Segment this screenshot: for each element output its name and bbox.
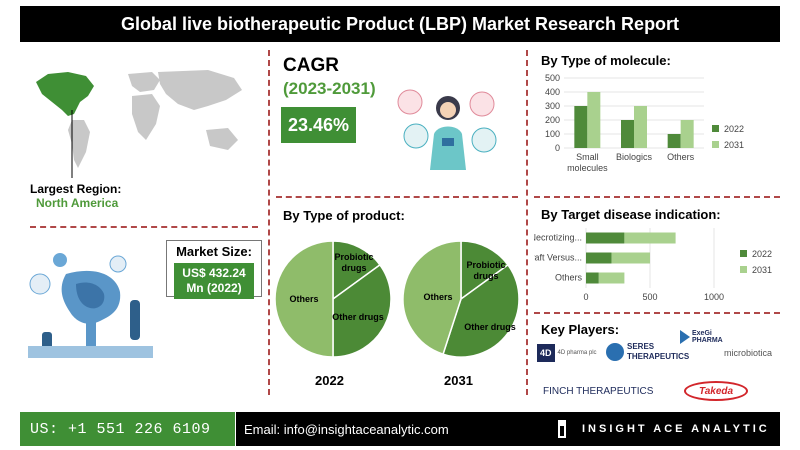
divider (534, 312, 780, 314)
player-name: Takeda (698, 385, 734, 397)
bar (598, 272, 625, 284)
pie-label: Other drugs (464, 322, 516, 332)
product-section-title: By Type of product: (283, 208, 405, 223)
scientist-illustration (397, 89, 497, 170)
legend-label: 2031 (724, 140, 744, 150)
y-tick-label: Others (555, 273, 583, 283)
player-name: 4D pharma plc (557, 350, 597, 356)
y-tick-label: 0 (555, 143, 560, 153)
pie-label: Probiotic (466, 260, 505, 270)
bar (587, 92, 601, 148)
x-tick-label: 0 (583, 292, 588, 302)
legend-label: 2022 (752, 249, 772, 259)
bar (586, 252, 612, 264)
x-tick-label: 1000 (704, 292, 724, 302)
footer-phone[interactable]: US: +1 551 226 6109 (20, 412, 235, 446)
market-size-label: Market Size: (176, 244, 252, 259)
largest-region-label: Largest Region: (30, 182, 122, 196)
player-logo-finch: FINCH THERAPEUTICS (543, 381, 653, 399)
y-tick-label: 300 (545, 101, 560, 111)
x-tick-label: molecules (567, 163, 608, 173)
bar (611, 252, 650, 264)
4d-icon: 4D (537, 344, 555, 362)
player-logo-exegi: ExeGi PHARMA (680, 330, 740, 344)
divider (30, 226, 258, 228)
pie-year-2031: 2031 (444, 373, 473, 388)
y-tick-label: Graft Versus... (534, 253, 582, 263)
pie-label: Other drugs (332, 312, 384, 322)
player-logo-seres: SERES THERAPEUTICS (606, 342, 693, 362)
y-tick-label: 200 (545, 115, 560, 125)
y-tick-label: Necrotizing... (534, 233, 582, 243)
bar (667, 134, 681, 148)
bar (621, 120, 634, 148)
legend-label: 2022 (724, 124, 744, 134)
x-tick-label: Others (667, 152, 695, 162)
pie-slice (442, 263, 520, 358)
key-players-title: Key Players: (541, 322, 620, 337)
pie-label: drugs (473, 271, 498, 281)
divider (276, 196, 518, 198)
page-title: Global live biotherapeutic Product (LBP)… (20, 6, 780, 42)
divider (534, 196, 780, 198)
legend-label: 2031 (752, 265, 772, 275)
player-logo-microbiotica: microbiotica (724, 348, 772, 358)
y-tick-label: 400 (545, 87, 560, 97)
legend-swatch (712, 141, 719, 148)
cagr-title: CAGR (283, 55, 339, 76)
footer-email[interactable]: Email: info@insightaceanalytic.com (236, 412, 536, 446)
pie-label: Others (423, 292, 452, 302)
pie-slice (402, 240, 462, 356)
bar (624, 232, 676, 244)
y-tick-label: 500 (545, 73, 560, 83)
y-tick-label: 100 (545, 129, 560, 139)
bar (574, 106, 588, 148)
pie-slice (332, 240, 381, 301)
pie-slice (460, 240, 509, 301)
bar (586, 272, 599, 284)
player-logo-4d: 4D 4D pharma plc (537, 344, 597, 362)
world-map-illustration (36, 70, 242, 178)
x-tick-label: Small (576, 152, 599, 162)
bar (634, 106, 647, 148)
legend-swatch (712, 125, 719, 132)
market-size-value: US$ 432.24 Mn (2022) (174, 263, 254, 299)
disease-bar-chart: 0 500 1000 Necrotizing... Graft Versus... Oth… (534, 228, 772, 302)
cagr-value: 23.46% (281, 107, 356, 143)
pie-label: drugs (341, 263, 366, 273)
divider (526, 50, 528, 395)
market-size-card: Market Size: US$ 432.24 Mn (2022) (166, 240, 262, 299)
pie-label: Probiotic (334, 252, 373, 262)
largest-region-value: North America (36, 196, 119, 210)
player-name: SERES THERAPEUTICS (627, 342, 690, 361)
brand-icon (558, 420, 566, 438)
footer-brand: INSIGHT ACE ANALYTIC (536, 412, 780, 446)
brand-name: INSIGHT ACE ANALYTIC (582, 423, 770, 435)
pie-label: Others (289, 294, 318, 304)
pie-slice (274, 240, 334, 358)
gut-illustration (28, 253, 153, 358)
player-logo-takeda: Takeda (684, 381, 748, 401)
exegi-icon (680, 330, 690, 344)
seres-icon (606, 343, 624, 361)
molecule-section-title: By Type of molecule: (541, 53, 671, 68)
player-name: ExeGi PHARMA (692, 330, 723, 344)
player-name: microbiotica (724, 348, 773, 358)
divider (268, 50, 270, 395)
disease-section-title: By Target disease indication: (541, 207, 721, 222)
cagr-years: (2023-2031) (283, 79, 376, 98)
x-tick-label: 500 (642, 292, 657, 302)
bar (586, 232, 625, 244)
bar (680, 120, 694, 148)
legend-swatch (740, 266, 747, 273)
x-tick-label: Biologics (616, 152, 653, 162)
pie-slice (332, 263, 392, 358)
pie-year-2022: 2022 (315, 373, 344, 388)
legend-swatch (740, 250, 747, 257)
player-name: FINCH THERAPEUTICS (543, 386, 654, 397)
